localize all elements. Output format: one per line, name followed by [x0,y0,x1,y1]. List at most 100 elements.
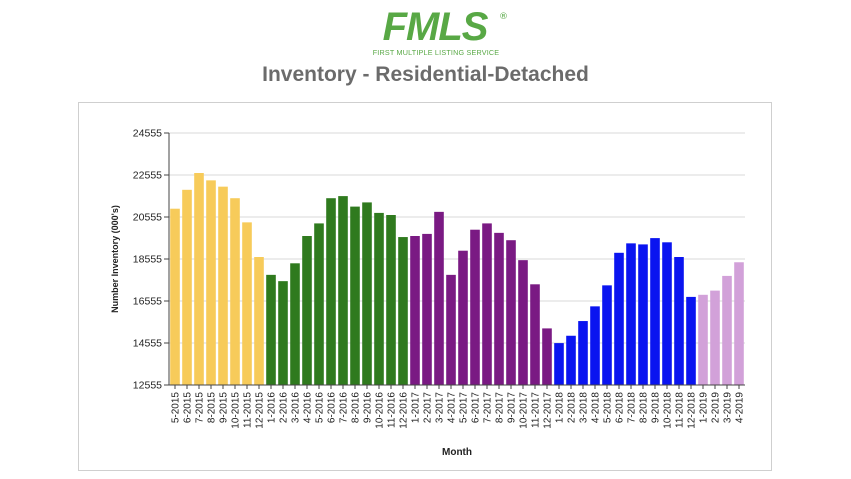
x-tick-label: 9-2016 [363,392,374,424]
x-tick-label: 5-2015 [171,392,182,424]
x-tick-label: 6-2017 [471,392,482,424]
bar-12-2018 [686,296,696,385]
x-tick-label: 5-2018 [603,392,614,424]
bar-11-2017 [530,284,540,385]
x-tick-label: 11-2015 [243,392,254,428]
fmls-logo: FMLS ® FIRST MULTIPLE LISTING SERVICE [365,5,515,58]
x-tick-label: 4-2018 [591,392,602,424]
chart-frame [78,102,772,471]
bar-8-2018 [638,244,648,385]
x-tick-label: 8-2016 [351,392,362,424]
x-tick-label: 6-2018 [615,392,626,424]
logo-wordmark: FMLS [382,5,489,49]
bar-5-2018 [602,285,612,385]
x-tick-label: 1-2017 [411,392,422,424]
x-tick-label: 8-2015 [207,392,218,424]
x-tick-label: 3-2016 [291,392,302,424]
bar-6-2015 [182,189,192,385]
bar-1-2018 [554,343,564,385]
x-tick-label: 8-2017 [495,392,506,424]
x-tick-label: 10-2016 [375,392,386,429]
y-tick-label: 14555 [133,338,162,350]
x-tick-label: 4-2016 [303,392,314,424]
x-tick-label: 6-2016 [327,392,338,424]
y-tick-label: 20555 [133,212,162,224]
bar-3-2016 [290,263,300,385]
x-tick-label: 10-2017 [519,392,530,429]
bar-3-2018 [578,321,588,385]
x-tick-label: 3-2017 [435,392,446,424]
x-tick-label: 4-2017 [447,392,458,424]
x-tick-label: 3-2019 [723,392,734,424]
bar-8-2017 [494,232,504,385]
x-tick-label: 6-2015 [183,392,194,424]
bar-8-2016 [350,206,360,385]
bar-1-2019 [698,294,708,385]
bar-8-2015 [206,180,216,385]
bar-10-2017 [518,260,528,385]
x-tick-label: 7-2018 [627,392,638,424]
bar-6-2017 [470,229,480,385]
x-tick-label: 12-2017 [543,392,554,429]
bar-2-2018 [566,335,576,385]
x-tick-label: 1-2016 [267,392,278,424]
bar-5-2017 [458,250,468,385]
bar-11-2016 [386,215,396,385]
bar-9-2017 [506,240,516,385]
y-tick-label: 22555 [133,170,162,182]
x-tick-label: 11-2016 [387,392,398,428]
bar-3-2019 [722,275,732,385]
bar-7-2016 [338,196,348,385]
x-tick-label: 2-2017 [423,392,434,424]
bar-6-2018 [614,252,624,385]
bar-1-2017 [410,236,420,385]
x-tick-label: 2-2019 [711,392,722,424]
y-tick-label: 24555 [133,128,162,140]
x-tick-label: 3-2018 [579,392,590,424]
bar-7-2018 [626,243,636,385]
bar-11-2018 [674,257,684,385]
x-tick-label: 5-2016 [315,392,326,424]
logo-subtitle: FIRST MULTIPLE LISTING SERVICE [372,48,500,57]
x-tick-label: 7-2015 [195,392,206,424]
x-tick-label: 1-2019 [699,392,710,424]
x-tick-label: 7-2017 [483,392,494,424]
bar-5-2015 [170,208,180,385]
bar-10-2015 [230,198,240,385]
x-tick-label: 7-2016 [339,392,350,424]
bar-12-2017 [542,328,552,385]
x-tick-label: 9-2015 [219,392,230,424]
x-tick-label: 11-2017 [531,392,542,428]
bar-9-2015 [218,186,228,385]
registered-mark: ® [499,12,508,22]
bar-4-2016 [302,236,312,385]
x-tick-label: 4-2019 [735,392,746,424]
x-tick-label: 10-2015 [231,392,242,429]
bar-2-2019 [710,290,720,385]
bar-9-2018 [650,238,660,385]
y-axis-title: Number Inventory (000's) [110,205,120,313]
bar-12-2015 [254,257,264,385]
page-title: Inventory - Residential-Detached [262,63,589,86]
x-tick-label: 12-2018 [687,392,698,429]
x-tick-label: 8-2018 [639,392,650,424]
y-tick-label: 12555 [133,380,162,392]
x-tick-label: 9-2017 [507,392,518,424]
bar-5-2016 [314,223,324,385]
bar-9-2016 [362,202,372,385]
x-tick-label: 1-2018 [555,392,566,424]
x-tick-label: 9-2018 [651,392,662,424]
bar-2-2016 [278,281,288,385]
x-tick-label: 10-2018 [663,392,674,429]
bar-4-2018 [590,306,600,385]
bar-10-2018 [662,242,672,385]
bar-4-2019 [734,262,744,385]
x-tick-label: 11-2018 [675,392,686,428]
x-axis-title: Month [442,447,472,458]
x-tick-label: 12-2016 [399,392,410,429]
bar-7-2015 [194,173,204,385]
bar-1-2016 [266,274,276,385]
x-tick-label: 12-2015 [255,392,266,429]
bar-12-2016 [398,237,408,385]
